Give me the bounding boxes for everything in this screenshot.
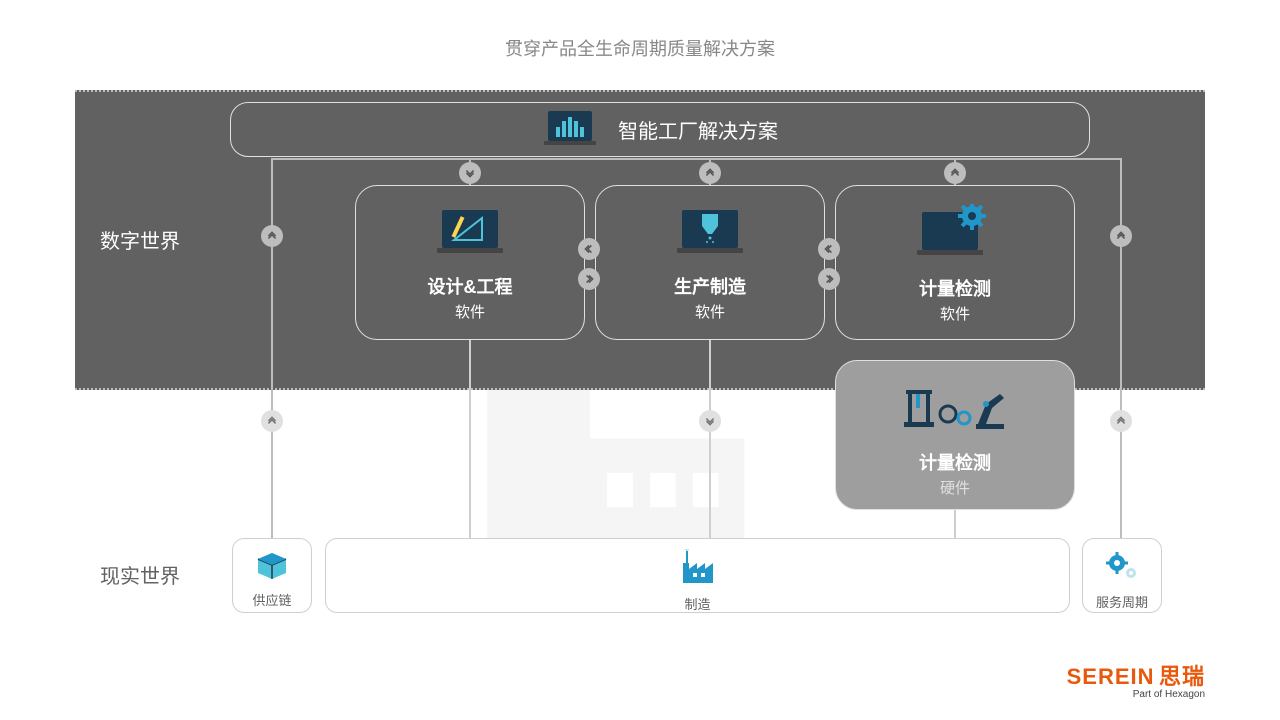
smart-factory-banner: 智能工厂解决方案	[230, 102, 1090, 157]
digital-world-label: 数字世界	[100, 225, 180, 254]
chart-laptop-icon	[542, 101, 598, 159]
card-title: 计量检测	[836, 449, 1074, 475]
connector-line	[1120, 158, 1122, 538]
gears-icon	[1103, 570, 1141, 587]
connector-line	[271, 158, 273, 538]
chevron-up-icon	[1110, 225, 1132, 247]
box-icon	[254, 568, 290, 585]
card-title: 生产制造	[596, 273, 824, 299]
connector-line	[469, 340, 471, 540]
chevron-up-icon	[944, 162, 966, 184]
brand-logo: SEREIN 思瑞 Part of Hexagon	[1067, 659, 1205, 700]
physical-world-label: 现实世界	[100, 560, 180, 589]
logo-brand-en: SEREIN	[1067, 664, 1155, 689]
chevron-right-icon	[578, 268, 600, 290]
logo-brand-cn: 思瑞	[1159, 664, 1205, 689]
metrology-software-card: 计量检测 软件	[835, 185, 1075, 340]
design-engineering-card: 设计&工程 软件	[355, 185, 585, 340]
chevron-up-icon	[1110, 410, 1132, 432]
card-title: 计量检测	[836, 275, 1074, 301]
connector-line	[709, 340, 711, 540]
supply-chain-box: 供应链	[232, 538, 312, 613]
chevron-up-icon	[261, 410, 283, 432]
gear-laptop-icon	[914, 204, 996, 262]
box-label: 服务周期	[1083, 592, 1161, 611]
card-subtitle: 软件	[836, 303, 1074, 324]
connector-line	[271, 158, 1121, 160]
card-title: 设计&工程	[356, 273, 584, 299]
nozzle-laptop-icon	[674, 204, 746, 262]
box-label: 供应链	[233, 590, 311, 609]
connector-line	[954, 508, 956, 538]
production-card: 生产制造 软件	[595, 185, 825, 340]
chevron-right-icon	[818, 268, 840, 290]
chevron-down-icon	[459, 162, 481, 184]
page-title: 贯穿产品全生命周期质量解决方案	[0, 0, 1280, 61]
robot-gears-icon	[900, 379, 1010, 437]
chevron-up-icon	[261, 225, 283, 247]
chevron-down-icon	[699, 410, 721, 432]
chevron-left-icon	[818, 238, 840, 260]
manufacturing-box: 制造	[325, 538, 1070, 613]
chevron-up-icon	[699, 162, 721, 184]
smart-factory-label: 智能工厂解决方案	[618, 115, 778, 144]
metrology-hardware-card: 计量检测 硬件	[835, 360, 1075, 510]
card-subtitle: 硬件	[836, 477, 1074, 498]
card-subtitle: 软件	[356, 301, 584, 322]
card-subtitle: 软件	[596, 301, 824, 322]
service-cycle-box: 服务周期	[1082, 538, 1162, 613]
ruler-pencil-laptop-icon	[434, 204, 506, 262]
factory-icon	[677, 572, 719, 589]
box-label: 制造	[326, 594, 1069, 613]
chevron-left-icon	[578, 238, 600, 260]
